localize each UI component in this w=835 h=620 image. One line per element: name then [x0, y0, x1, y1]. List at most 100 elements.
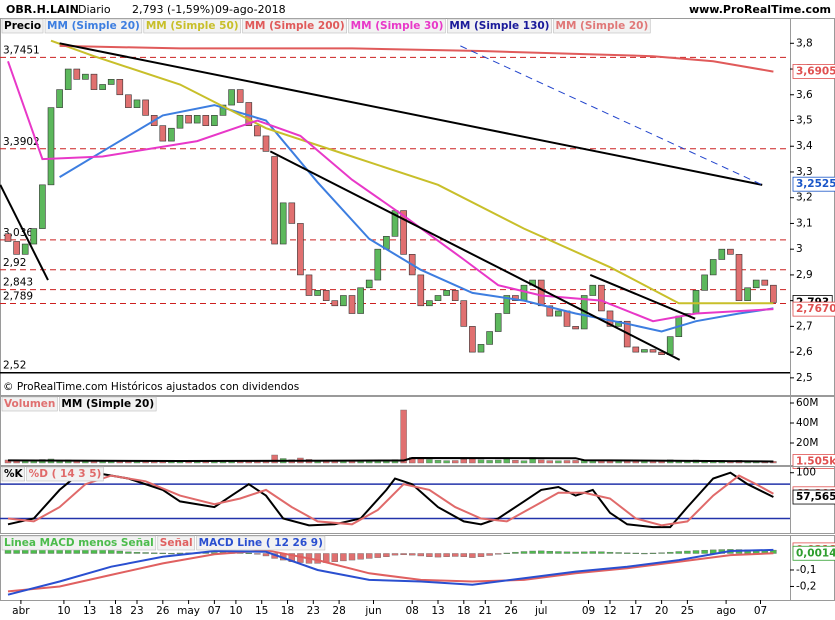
bar: [572, 551, 579, 554]
bar: [426, 459, 433, 464]
bar: [434, 460, 442, 464]
level-label: 2,789: [3, 290, 33, 302]
bar: [598, 551, 605, 554]
candle: [254, 125, 261, 137]
bar: [142, 552, 149, 554]
bar: [383, 553, 390, 557]
series-line: [7, 549, 774, 593]
legend-item: MACD Line ( 12 26 9): [199, 537, 323, 549]
x-tick-label: 21: [479, 605, 492, 617]
legend-item: MM (Simple 20): [61, 398, 154, 410]
candle: [727, 248, 734, 255]
trendline: [59, 42, 763, 186]
bar: [125, 551, 132, 554]
bar: [460, 553, 468, 557]
legend-item: MM (Simple 130): [449, 20, 549, 32]
candle: [400, 210, 407, 255]
candle: [236, 89, 244, 103]
x-tick-label: 12: [603, 605, 616, 617]
legend-box: [196, 535, 326, 551]
bar: [520, 551, 528, 554]
y-tick-label: 3,3: [796, 166, 813, 178]
bar: [452, 553, 459, 557]
bar: [649, 552, 657, 554]
candle: [451, 290, 459, 301]
bar: [314, 553, 321, 564]
candle: [365, 279, 373, 289]
x-tick-label: 09: [582, 605, 595, 617]
candle: [331, 300, 339, 307]
legend-box: [242, 18, 347, 34]
bar: [675, 551, 683, 554]
level-label: 2,92: [3, 257, 26, 269]
candle: [494, 313, 502, 332]
candle: [39, 184, 46, 229]
bar: [150, 552, 158, 554]
x-tick-label: 23: [130, 605, 143, 617]
bar: [245, 552, 252, 554]
candle: [271, 156, 278, 245]
legend-item: MM (Simple 20): [47, 20, 140, 32]
x-tick-label: 07: [754, 605, 767, 617]
bar: [254, 553, 261, 555]
series-line: [59, 44, 774, 73]
bar: [434, 553, 442, 558]
legend-box: [553, 18, 651, 34]
candle: [185, 115, 192, 124]
x-tick-label: ago: [716, 605, 736, 617]
candle: [718, 248, 726, 260]
bar: [546, 460, 554, 464]
candle: [477, 344, 485, 353]
candle: [314, 290, 321, 296]
y-tick-label: 40M: [796, 417, 818, 429]
y-tick-label: 3: [796, 243, 803, 255]
candle: [297, 223, 304, 276]
x-tick-label: 13: [83, 605, 96, 617]
trendline: [0, 184, 49, 281]
candle: [563, 310, 571, 327]
candle: [64, 68, 72, 90]
bar: [417, 553, 425, 557]
x-tick-label: 26: [156, 605, 170, 617]
candle: [348, 295, 356, 314]
bar: [563, 460, 571, 464]
legend-box: [1, 396, 58, 412]
candle: [666, 336, 674, 355]
level-label: 3,3902: [3, 136, 40, 148]
x-tick-label: 18: [281, 605, 294, 617]
legend-box: [26, 466, 104, 482]
price-tag-box: [792, 489, 835, 505]
bar: [495, 459, 502, 464]
candle: [520, 284, 528, 301]
candle: [116, 79, 124, 96]
bar: [486, 460, 493, 464]
y-tick-label: -0,1: [796, 564, 817, 576]
bar: [426, 553, 433, 557]
candle: [21, 243, 29, 255]
x-tick-label: jun: [364, 605, 381, 617]
bar: [701, 549, 708, 554]
bar: [168, 552, 175, 555]
x-tick-label: 26: [504, 605, 518, 617]
legend-box: [1, 535, 157, 551]
bar: [512, 551, 519, 554]
legend-item: %K: [4, 468, 24, 480]
x-tick-label: 18: [109, 605, 122, 617]
x-tick-label: 23: [307, 605, 320, 617]
candle: [469, 326, 476, 353]
bar: [452, 460, 459, 464]
bar: [495, 553, 502, 555]
candle: [142, 99, 149, 116]
bar: [4, 459, 12, 464]
y-tick-label: 3,8: [796, 37, 813, 49]
candle: [211, 115, 218, 126]
date: 09-ago-2018: [215, 3, 286, 16]
quote: 2,793 (-1,59%): [132, 3, 214, 16]
legend-item: MM (Simple 20): [556, 20, 649, 32]
bar: [555, 551, 562, 554]
legend-box: [59, 396, 157, 412]
candle: [537, 279, 545, 307]
candle: [99, 84, 106, 90]
x-tick-label: 13: [431, 605, 444, 617]
